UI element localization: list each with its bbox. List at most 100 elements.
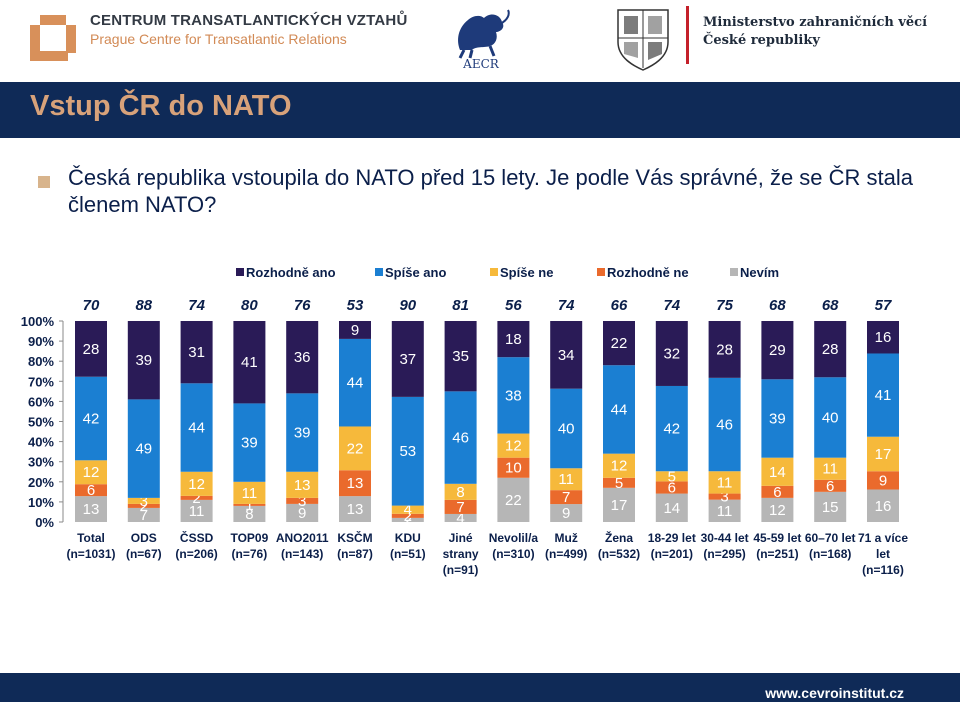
category-label-15-line-0: 71 a více xyxy=(858,531,908,545)
category-label-13-line-1: (n=251) xyxy=(756,547,798,561)
legend-swatch-2 xyxy=(490,268,498,276)
bar-label-9-series-2: 11 xyxy=(558,471,574,488)
bar-label-0-series-3: 6 xyxy=(87,482,95,499)
category-label-7-line-2: (n=91) xyxy=(443,563,479,577)
bullet-icon xyxy=(38,176,50,188)
ministry-bar xyxy=(686,6,689,64)
stacked-bar-chart: Rozhodně ano Spíše ano Spíše ne Rozhodně ne… xyxy=(0,258,960,588)
category-label-9-line-1: (n=499) xyxy=(545,547,587,561)
bar-label-12-series-2: 11 xyxy=(717,474,733,491)
bar-label-8-series-1: 38 xyxy=(505,387,522,404)
category-label-14-line-1: (n=168) xyxy=(809,547,851,561)
bar-label-9-series-1: 40 xyxy=(558,420,575,437)
bar-label-0-series-4: 13 xyxy=(83,501,100,518)
aecr-lion-logo: AECR xyxy=(450,6,512,72)
bar-label-10-series-2: 12 xyxy=(611,458,628,475)
y-tick-label-8: 80% xyxy=(28,354,54,369)
bar-label-12-series-1: 46 xyxy=(716,417,733,434)
bar-label-14-series-1: 40 xyxy=(822,409,839,426)
bar-label-15-series-3: 9 xyxy=(879,472,887,489)
bar-label-5-series-0: 9 xyxy=(351,322,359,339)
ctr-logo-icon xyxy=(30,15,76,61)
y-tick-label-7: 70% xyxy=(28,374,54,389)
bar-label-5-series-4: 13 xyxy=(347,501,364,518)
total-label-5: 53 xyxy=(347,297,364,314)
bar-label-5-series-2: 22 xyxy=(347,440,364,457)
bar-label-2-series-2: 12 xyxy=(188,476,205,493)
category-label-15-line-1: let xyxy=(876,547,890,561)
bar-label-1-series-0: 39 xyxy=(135,352,152,369)
category-label-15-line-2: (n=116) xyxy=(862,563,904,577)
survey-question: Česká republika vstoupila do NATO před 1… xyxy=(68,164,928,218)
bar-label-14-series-3: 6 xyxy=(826,478,834,495)
y-tick-label-6: 60% xyxy=(28,394,54,409)
category-label-4-line-0: ANO2011 xyxy=(276,531,329,545)
y-tick-label-2: 20% xyxy=(28,475,54,490)
ministry-line1: Ministerstvo zahraničních věcí xyxy=(703,15,927,30)
bar-label-7-series-3: 7 xyxy=(456,499,464,516)
bar-label-3-series-2: 11 xyxy=(242,485,258,502)
category-label-11-line-1: (n=201) xyxy=(651,547,693,561)
legend-label-0: Rozhodně ano xyxy=(246,265,336,280)
footer-url: www.cevroinstitut.cz xyxy=(765,685,904,701)
header-logos: CENTRUM TRANSATLANTICKÝCH VZTAHŮ Prague … xyxy=(0,0,960,82)
legend-swatch-1 xyxy=(375,268,383,276)
total-label-7: 81 xyxy=(452,297,469,314)
category-label-7-line-0: Jiné xyxy=(449,531,473,545)
bar-label-9-series-3: 7 xyxy=(562,489,570,506)
total-label-2: 74 xyxy=(188,297,205,314)
category-label-11-line-0: 18-29 let xyxy=(648,531,696,545)
bar-label-7-series-1: 46 xyxy=(452,430,469,447)
bar-label-13-series-1: 39 xyxy=(769,410,786,427)
bar-label-10-series-0: 22 xyxy=(611,335,628,352)
bar-label-8-series-4: 22 xyxy=(505,492,522,509)
bar-label-9-series-4: 9 xyxy=(562,505,570,522)
bar-label-0-series-0: 28 xyxy=(83,341,100,358)
category-label-5-line-1: (n=87) xyxy=(337,547,373,561)
ministry-line2: České republiky xyxy=(703,33,820,48)
y-tick-label-3: 30% xyxy=(28,455,54,470)
bar-label-14-series-0: 28 xyxy=(822,341,839,358)
bar-label-7-series-2: 8 xyxy=(456,484,464,501)
total-label-10: 66 xyxy=(611,297,628,314)
category-label-0-line-1: (n=1031) xyxy=(66,547,115,561)
category-label-8-line-1: (n=310) xyxy=(492,547,534,561)
bar-label-4-series-2: 13 xyxy=(294,477,311,494)
bar-label-15-series-2: 17 xyxy=(875,446,892,463)
y-tick-label-1: 10% xyxy=(28,495,54,510)
legend-swatch-3 xyxy=(597,268,605,276)
bar-label-4-series-0: 36 xyxy=(294,349,311,366)
total-label-8: 56 xyxy=(505,297,522,314)
total-label-0: 70 xyxy=(83,297,100,314)
bar-label-11-series-1: 42 xyxy=(663,421,680,438)
bar-label-10-series-1: 44 xyxy=(611,401,628,418)
bar-label-3-series-0: 41 xyxy=(241,354,258,371)
legend-label-3: Rozhodně ne xyxy=(607,265,689,280)
bar-label-10-series-4: 17 xyxy=(611,497,628,514)
y-tick-label-9: 90% xyxy=(28,334,54,349)
bar-label-14-series-2: 11 xyxy=(822,461,838,478)
total-label-12: 75 xyxy=(716,297,733,314)
category-label-10-line-0: Žena xyxy=(605,530,633,545)
category-label-3-line-0: TOP09 xyxy=(230,531,268,545)
category-label-6-line-1: (n=51) xyxy=(390,547,426,561)
bar-label-8-series-2: 12 xyxy=(505,438,522,455)
bar-label-1-series-1: 49 xyxy=(135,441,152,458)
bar-label-8-series-3: 10 xyxy=(505,460,522,477)
bar-label-5-series-1: 44 xyxy=(347,375,364,392)
total-label-6: 90 xyxy=(399,297,416,314)
category-label-12-line-1: (n=295) xyxy=(703,547,745,561)
bar-label-11-series-0: 32 xyxy=(663,345,680,362)
legend-label-4: Nevím xyxy=(740,265,779,280)
category-label-6-line-0: KDU xyxy=(395,531,421,545)
category-label-7-line-1: strany xyxy=(443,547,479,561)
bar-label-12-series-0: 28 xyxy=(716,341,733,358)
total-label-14: 68 xyxy=(822,297,839,314)
bar-label-13-series-3: 6 xyxy=(773,484,781,501)
bar-label-3-series-1: 39 xyxy=(241,435,258,452)
y-tick-label-0: 0% xyxy=(35,515,54,530)
total-label-15: 57 xyxy=(875,297,892,314)
category-label-12-line-0: 30-44 let xyxy=(701,531,749,545)
legend-label-1: Spíše ano xyxy=(385,265,446,280)
slide-title: Vstup ČR do NATO xyxy=(30,90,292,123)
